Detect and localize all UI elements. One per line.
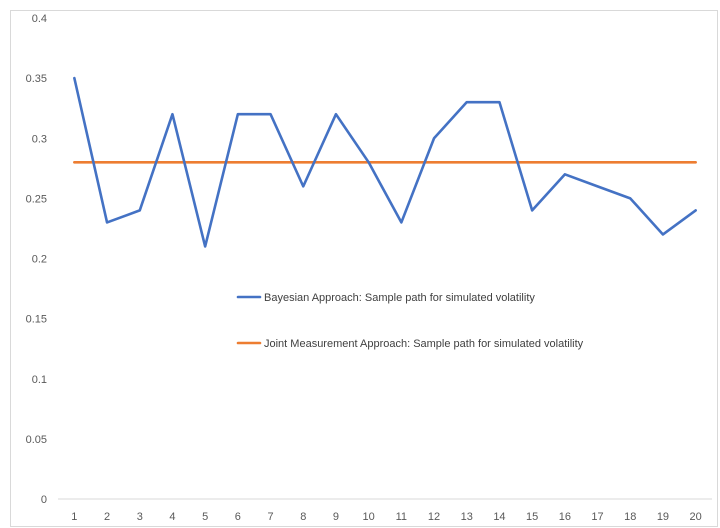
x-tick-label: 10 [363,511,375,523]
x-tick-label: 2 [104,511,110,523]
legend-label: Bayesian Approach: Sample path for simul… [264,292,535,304]
series-group [74,78,695,246]
x-tick-label: 15 [526,511,538,523]
legend: Bayesian Approach: Sample path for simul… [238,292,584,350]
x-tick-label: 6 [235,511,241,523]
x-axis-tick-labels: 1 2 3 4 5 6 7 8 9 10 11 12 13 14 15 16 17 18 19 20 [71,511,701,523]
y-tick-label: 0.4 [32,13,47,25]
x-tick-label: 8 [300,511,306,523]
x-tick-label: 17 [591,511,603,523]
y-tick-label: 0.15 [26,314,47,326]
y-tick-label: 0.05 [26,434,47,446]
x-tick-label: 13 [461,511,473,523]
x-tick-label: 18 [624,511,636,523]
x-tick-label: 3 [137,511,143,523]
y-tick-label: 0.1 [32,374,47,386]
y-tick-label: 0.35 [26,73,47,85]
x-tick-label: 4 [169,511,175,523]
x-tick-label: 7 [267,511,273,523]
x-tick-label: 5 [202,511,208,523]
y-axis-tick-labels: 0 0.05 0.1 0.15 0.2 0.25 0.3 0.35 0.4 [26,13,47,506]
x-tick-label: 12 [428,511,440,523]
x-tick-label: 9 [333,511,339,523]
x-tick-label: 19 [657,511,669,523]
y-tick-label: 0.3 [32,133,47,145]
x-tick-label: 11 [396,511,407,523]
legend-label: Joint Measurement Approach: Sample path … [264,338,584,350]
x-tick-label: 1 [71,511,77,523]
x-tick-label: 16 [559,511,571,523]
x-tick-label: 14 [493,511,505,523]
y-tick-label: 0 [41,494,47,506]
x-tick-label: 20 [690,511,702,523]
y-tick-label: 0.2 [32,254,47,266]
y-tick-label: 0.25 [26,193,47,205]
